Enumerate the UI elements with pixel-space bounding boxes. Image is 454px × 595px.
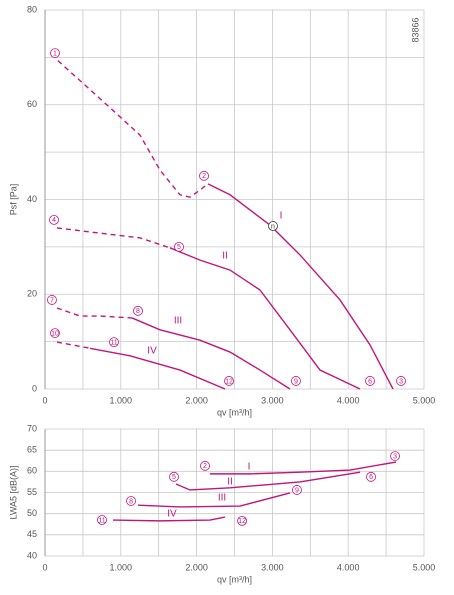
point-marker-label: 9 bbox=[294, 378, 298, 385]
x-axis-label: qv [m³/h] bbox=[217, 574, 252, 584]
x-tick-label: 0 bbox=[42, 395, 47, 405]
y-tick-label: 60 bbox=[27, 466, 37, 476]
point-marker-label: 2 bbox=[203, 463, 207, 470]
curve-label: IV bbox=[147, 346, 157, 357]
curve-label: I bbox=[280, 211, 283, 222]
point-marker bbox=[126, 496, 136, 506]
curve-label: II bbox=[227, 477, 233, 488]
point-marker bbox=[49, 214, 59, 225]
y-axis-label: LWA5 [dB(A)] bbox=[8, 465, 18, 519]
curve bbox=[56, 341, 91, 349]
point-marker-label: 4 bbox=[52, 217, 56, 224]
x-tick-label: 1.000 bbox=[110, 562, 133, 572]
point-marker-label: 11 bbox=[110, 339, 117, 346]
curve-label: III bbox=[174, 315, 182, 326]
curve bbox=[131, 317, 291, 390]
point-marker bbox=[224, 376, 234, 386]
curve bbox=[56, 307, 133, 319]
y-axis-label: Psf [Pa] bbox=[8, 184, 18, 216]
point-marker bbox=[47, 295, 57, 305]
point-marker bbox=[396, 376, 406, 386]
y-tick-label: 20 bbox=[27, 289, 37, 299]
point-marker bbox=[390, 451, 400, 461]
point-marker-label: 3 bbox=[399, 378, 403, 385]
point-marker bbox=[292, 485, 302, 495]
x-tick-label: 3.000 bbox=[261, 395, 284, 405]
curve bbox=[137, 492, 291, 508]
y-tick-label: 40 bbox=[27, 550, 37, 560]
point-marker bbox=[50, 328, 60, 338]
point-marker bbox=[50, 48, 60, 59]
point-marker bbox=[133, 305, 143, 316]
y-tick-label: 65 bbox=[27, 445, 37, 455]
y-tick-label: 50 bbox=[27, 508, 37, 518]
curve-label: I bbox=[248, 462, 251, 473]
curve bbox=[89, 347, 226, 390]
y-tick-label: 60 bbox=[27, 99, 37, 109]
y-tick-label: 70 bbox=[27, 423, 37, 433]
point-marker bbox=[199, 170, 209, 181]
point-marker-label: 5 bbox=[172, 474, 176, 481]
point-marker bbox=[237, 515, 247, 526]
point-marker-label: 3 bbox=[393, 453, 397, 460]
point-marker-label: 9 bbox=[295, 487, 299, 494]
point-marker bbox=[200, 460, 210, 471]
point-marker-label: n bbox=[271, 223, 275, 230]
point-marker-label: 5 bbox=[177, 244, 181, 251]
point-marker bbox=[268, 221, 278, 231]
code-label: 83866 bbox=[410, 17, 420, 42]
x-tick-label: 3.000 bbox=[261, 562, 284, 572]
y-tick-label: 55 bbox=[27, 487, 37, 497]
point-marker-label: 6 bbox=[368, 378, 372, 385]
curve-label: II bbox=[222, 251, 228, 262]
y-tick-label: 45 bbox=[27, 529, 37, 539]
point-marker-label: 2 bbox=[202, 173, 206, 180]
point-marker-label: 11 bbox=[98, 517, 105, 524]
x-axis-label: qv [m³/h] bbox=[217, 407, 252, 417]
curve-label: IV bbox=[167, 509, 177, 520]
curve bbox=[210, 461, 397, 475]
x-tick-label: 5.000 bbox=[413, 395, 436, 405]
point-marker-label: 8 bbox=[136, 308, 140, 315]
point-marker-label: 1 bbox=[53, 50, 57, 57]
point-marker bbox=[174, 241, 184, 252]
x-tick-label: 5.000 bbox=[413, 562, 436, 572]
curve bbox=[169, 247, 361, 390]
point-marker-label: 8 bbox=[129, 498, 133, 505]
curve-label: III bbox=[218, 493, 226, 504]
point-marker bbox=[366, 471, 376, 482]
point-marker bbox=[109, 337, 119, 347]
curve bbox=[57, 60, 209, 198]
y-tick-label: 80 bbox=[27, 4, 37, 14]
point-marker bbox=[169, 471, 179, 482]
x-tick-label: 4.000 bbox=[337, 562, 360, 572]
curve bbox=[207, 183, 394, 390]
x-tick-label: 2.000 bbox=[185, 562, 208, 572]
x-tick-label: 4.000 bbox=[337, 395, 360, 405]
point-marker bbox=[365, 376, 375, 386]
y-tick-label: 40 bbox=[27, 194, 37, 204]
point-marker-label: 7 bbox=[50, 297, 54, 304]
point-marker-label: 12 bbox=[225, 378, 233, 385]
point-marker-label: 6 bbox=[369, 474, 373, 481]
curve bbox=[175, 471, 361, 491]
curve bbox=[56, 227, 171, 249]
x-tick-label: 1.000 bbox=[110, 395, 133, 405]
x-tick-label: 0 bbox=[42, 562, 47, 572]
point-marker-label: 12 bbox=[238, 518, 246, 525]
point-marker bbox=[97, 515, 107, 525]
point-marker-label: 10 bbox=[51, 330, 59, 337]
x-tick-label: 2.000 bbox=[185, 395, 208, 405]
curve bbox=[112, 516, 226, 522]
point-marker bbox=[291, 376, 301, 386]
y-tick-label: 0 bbox=[32, 383, 37, 393]
